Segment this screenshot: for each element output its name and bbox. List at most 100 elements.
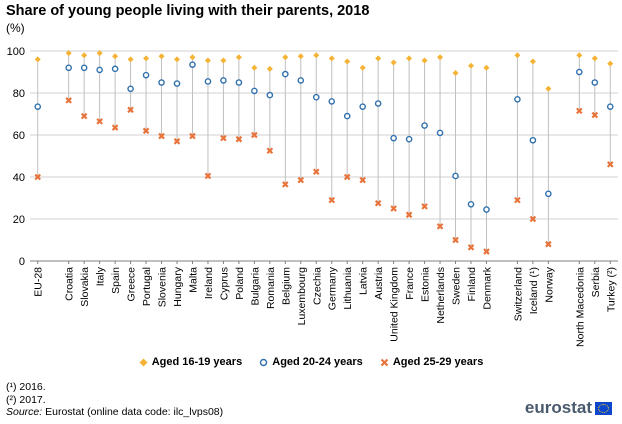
x-tick-label: Poland (234, 267, 246, 300)
marker-aged-20-24 (452, 172, 459, 180)
marker-aged-20-24 (405, 135, 413, 143)
marker-aged-16-19 (452, 70, 459, 77)
y-tick-label: 20 (13, 214, 25, 226)
marker-aged-20-24 (359, 103, 366, 110)
eurostat-logo: eurostat (525, 398, 612, 418)
marker-aged-20-24 (529, 136, 537, 144)
marker-aged-16-19 (251, 64, 258, 71)
marker-aged-20-24 (96, 66, 103, 74)
marker-aged-20-24 (220, 77, 227, 84)
marker-aged-16-19 (220, 57, 227, 64)
diamond-marker-icon (139, 358, 148, 366)
y-tick-label: 80 (13, 88, 25, 100)
x-tick-label: Spain (110, 267, 122, 294)
marker-aged-20-24 (189, 61, 196, 68)
footnotes: (¹) 2016. (²) 2017. Source: Eurostat (on… (6, 381, 223, 419)
marker-aged-16-19 (127, 56, 134, 63)
marker-aged-25-29 (127, 106, 134, 114)
x-tick-label: Slovenia (157, 267, 169, 307)
marker-aged-25-29 (189, 132, 196, 140)
marker-aged-25-29 (80, 112, 88, 120)
marker-aged-16-19 (282, 54, 289, 61)
marker-aged-20-24 (173, 80, 181, 87)
y-tick-label: 40 (13, 172, 25, 184)
x-tick-label: Turkey (²) (605, 267, 617, 312)
marker-aged-16-19 (65, 50, 72, 57)
marker-aged-25-29 (173, 138, 181, 145)
marker-aged-20-24 (204, 78, 212, 85)
marker-aged-25-29 (374, 199, 382, 207)
marker-aged-25-29 (436, 223, 444, 230)
marker-aged-16-19 (266, 65, 273, 72)
marker-aged-20-24 (390, 134, 397, 142)
x-tick-label: Switzerland (512, 267, 524, 321)
marker-aged-25-29 (266, 147, 274, 155)
marker-aged-20-24 (343, 112, 351, 120)
x-tick-label: Croatia (64, 267, 76, 301)
marker-aged-20-24 (65, 64, 72, 72)
marker-aged-20-24 (235, 79, 243, 86)
marker-aged-16-19 (375, 55, 382, 62)
x-tick-label: Hungary (172, 266, 184, 306)
marker-aged-25-29 (421, 203, 428, 210)
y-tick-label: 60 (13, 130, 25, 142)
source-text: Eurostat (online data code: ilc_lvps08) (42, 406, 224, 418)
logo-text: eurostat (524, 398, 592, 417)
marker-aged-25-29 (405, 211, 413, 219)
legend-label-16-19: Aged 16-19 years (151, 356, 243, 368)
x-tick-label: Germany (327, 266, 339, 310)
x-tick-label: Netherlands (435, 267, 447, 324)
footnote-1: (¹) 2016. (6, 381, 46, 393)
marker-aged-16-19 (545, 85, 552, 92)
marker-aged-16-19 (359, 64, 366, 71)
marker-aged-25-29 (483, 248, 490, 255)
marker-aged-25-29 (529, 215, 537, 223)
marker-aged-16-19 (483, 64, 490, 71)
x-tick-label: Portugal (141, 267, 153, 306)
x-tick-label: Norway (543, 266, 555, 302)
marker-aged-16-19 (406, 55, 413, 62)
marker-aged-25-29 (96, 118, 103, 125)
marker-aged-16-19 (328, 55, 335, 62)
marker-aged-16-19 (235, 54, 242, 61)
marker-aged-16-19 (204, 57, 211, 64)
marker-aged-20-24 (297, 77, 305, 84)
x-tick-label: Latvia (358, 267, 370, 295)
legend-label-25-29: Aged 25-29 years (392, 356, 484, 368)
marker-aged-20-24 (80, 64, 88, 72)
marker-aged-25-29 (390, 205, 397, 212)
source-line: Source: Eurostat (online data code: ilc_… (6, 406, 223, 419)
marker-aged-25-29 (452, 236, 459, 244)
marker-aged-20-24 (606, 103, 614, 110)
source-label: Source: (6, 406, 43, 418)
x-tick-label: Sweden (451, 267, 463, 305)
marker-aged-20-24 (514, 96, 521, 103)
marker-aged-25-29 (282, 181, 289, 188)
chart-legend: Aged 16-19 years Aged 20-24 years Aged 2… (0, 356, 622, 370)
marker-aged-16-19 (189, 54, 196, 61)
marker-aged-16-19 (591, 55, 598, 62)
marker-aged-16-19 (421, 57, 428, 64)
marker-aged-25-29 (297, 176, 305, 184)
footnote-2: (²) 2017. (6, 393, 46, 406)
x-tick-label: Romania (265, 267, 277, 309)
marker-aged-25-29 (467, 244, 475, 251)
x-tick-label: United Kingdom (389, 267, 401, 342)
legend-label-20-24: Aged 20-24 years (272, 356, 363, 368)
marker-aged-25-29 (359, 176, 366, 184)
marker-aged-20-24 (545, 190, 552, 198)
marker-aged-16-19 (158, 53, 165, 60)
marker-aged-16-19 (514, 52, 521, 59)
marker-aged-20-24 (111, 65, 119, 73)
marker-aged-16-19 (34, 56, 41, 63)
marker-aged-20-24 (34, 103, 42, 110)
marker-aged-20-24 (266, 91, 274, 99)
marker-aged-25-29 (204, 172, 212, 180)
x-tick-label: Lithuania (342, 267, 354, 310)
x-tick-label: Malta (187, 267, 199, 293)
x-tick-label: Bulgaria (249, 267, 261, 306)
marker-aged-25-29 (65, 97, 72, 104)
marker-aged-25-29 (606, 161, 614, 168)
marker-aged-25-29 (220, 134, 227, 142)
marker-aged-25-29 (514, 196, 521, 204)
